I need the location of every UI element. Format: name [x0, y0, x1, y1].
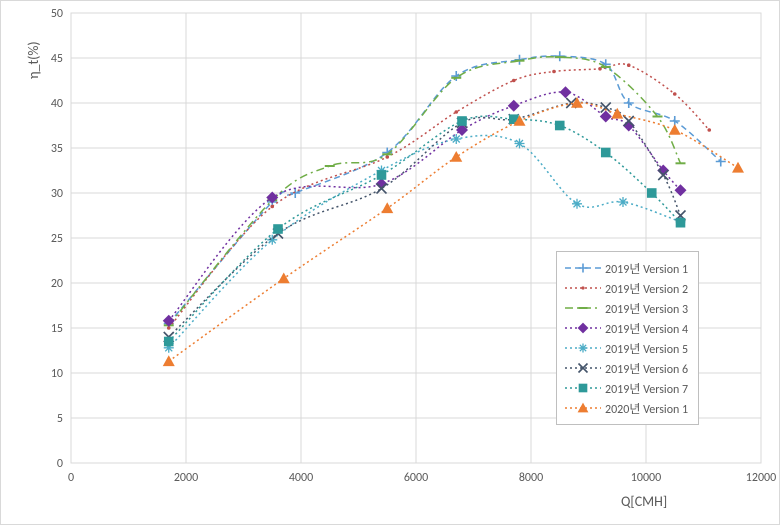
svg-text:30: 30 — [51, 187, 63, 201]
svg-text:5: 5 — [57, 412, 63, 426]
legend-label: 2019년 Version 4 — [605, 320, 688, 337]
legend-item: 2020년 Version 1 — [565, 398, 688, 418]
svg-text:8000: 8000 — [519, 471, 543, 485]
legend-swatch — [565, 261, 601, 275]
svg-text:15: 15 — [51, 322, 63, 336]
svg-text:20: 20 — [51, 277, 63, 291]
svg-text:45: 45 — [51, 52, 63, 66]
legend-label: 2019년 Version 3 — [605, 300, 688, 317]
chart-container: η_t(%) Q[CMH] 02000400060008000100001200… — [0, 0, 780, 525]
legend-item: 2019년 Version 6 — [565, 358, 688, 378]
legend-swatch — [565, 281, 601, 295]
chart-legend: 2019년 Version 1 2019년 Version 2 2019년 Vers… — [556, 251, 699, 425]
legend-swatch — [565, 341, 601, 355]
svg-text:10: 10 — [51, 367, 63, 381]
svg-text:10000: 10000 — [631, 471, 661, 485]
legend-item: 2019년 Version 5 — [565, 338, 688, 358]
legend-item: 2019년 Version 1 — [565, 258, 688, 278]
legend-item: 2019년 Version 2 — [565, 278, 688, 298]
legend-swatch — [565, 321, 601, 335]
svg-text:50: 50 — [51, 7, 63, 21]
svg-text:2000: 2000 — [174, 471, 198, 485]
legend-label: 2020년 Version 1 — [605, 400, 688, 417]
legend-item: 2019년 Version 4 — [565, 318, 688, 338]
svg-text:0: 0 — [57, 457, 63, 471]
legend-swatch — [565, 301, 601, 315]
legend-label: 2019년 Version 5 — [605, 340, 688, 357]
svg-text:25: 25 — [51, 232, 63, 246]
svg-text:4000: 4000 — [289, 471, 313, 485]
legend-label: 2019년 Version 1 — [605, 260, 688, 277]
legend-item: 2019년 Version 3 — [565, 298, 688, 318]
svg-text:35: 35 — [51, 142, 63, 156]
svg-text:12000: 12000 — [746, 471, 776, 485]
svg-text:6000: 6000 — [404, 471, 428, 485]
legend-swatch — [565, 401, 601, 415]
legend-label: 2019년 Version 7 — [605, 380, 688, 397]
legend-swatch — [565, 381, 601, 395]
svg-text:0: 0 — [68, 471, 74, 485]
legend-swatch — [565, 361, 601, 375]
svg-text:40: 40 — [51, 97, 63, 111]
legend-label: 2019년 Version 6 — [605, 360, 688, 377]
legend-item: 2019년 Version 7 — [565, 378, 688, 398]
legend-label: 2019년 Version 2 — [605, 280, 688, 297]
